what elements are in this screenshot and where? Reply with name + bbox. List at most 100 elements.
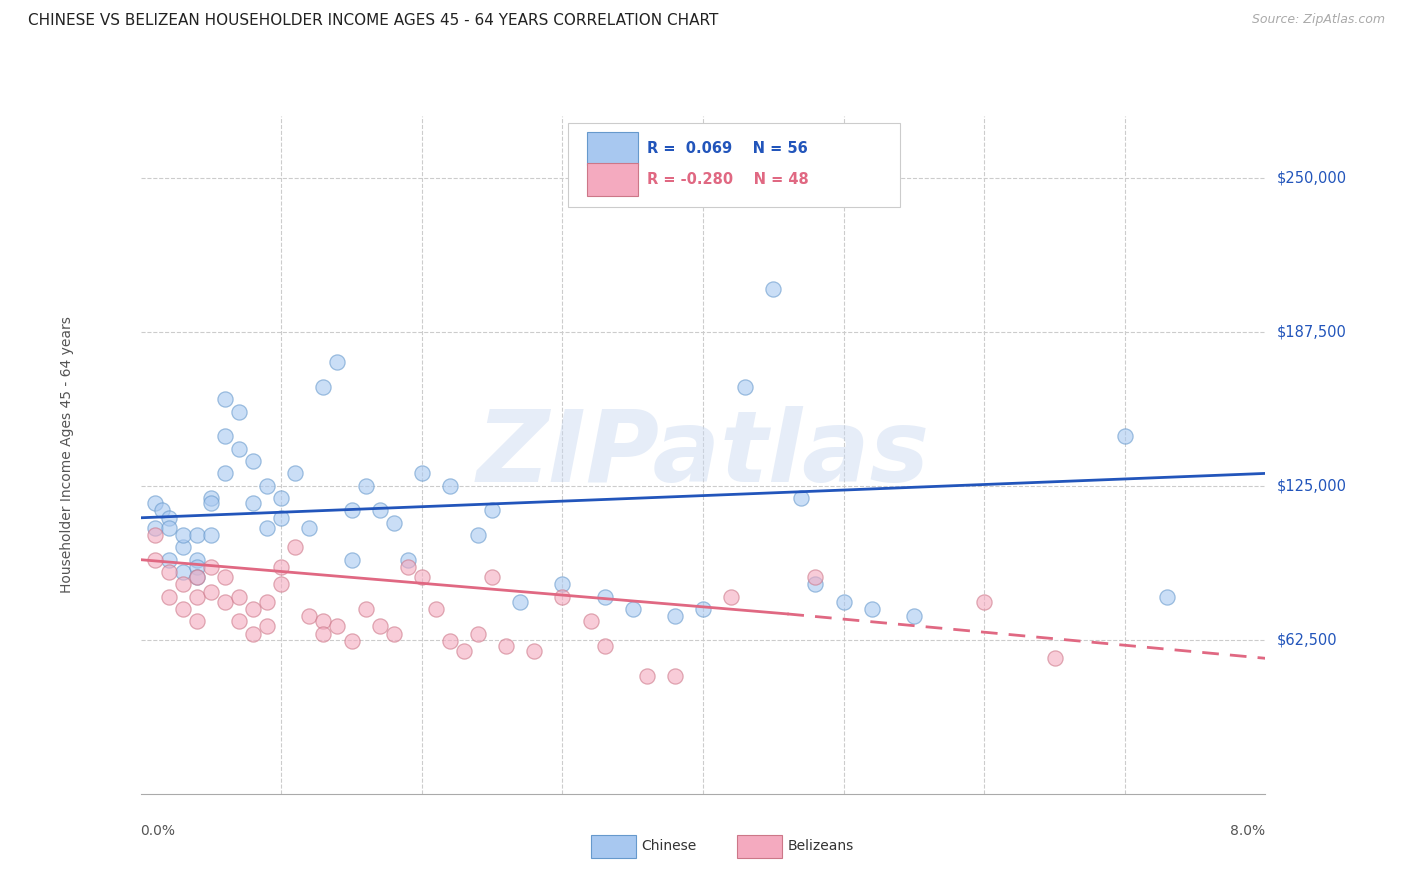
Point (636, 668, 658, 682)
Point (523, 644, 546, 658)
Point (579, 615, 602, 629)
Point (228, 590, 250, 604)
Point (804, 577, 827, 591)
Point (256, 594, 278, 608)
Point (551, 590, 574, 604)
Point (1043, 651, 1066, 665)
Point (762, 281, 785, 295)
Point (354, 479, 377, 493)
Point (256, 521, 278, 535)
Point (157, 521, 180, 535)
Point (396, 552, 419, 566)
Point (382, 626, 405, 640)
Point (593, 639, 616, 653)
Point (228, 442, 250, 456)
Point (186, 570, 208, 584)
Text: Householder Income Ages 45 - 64 years: Householder Income Ages 45 - 64 years (60, 317, 75, 593)
Point (186, 560, 208, 574)
Point (284, 467, 307, 481)
Bar (591, 835, 636, 858)
Point (228, 615, 250, 629)
Point (200, 491, 222, 505)
Point (790, 491, 813, 505)
Point (284, 541, 307, 555)
Point (200, 584, 222, 599)
Point (1156, 590, 1178, 604)
Point (298, 521, 321, 535)
Point (214, 429, 236, 443)
Point (256, 479, 278, 493)
Point (242, 496, 264, 510)
Bar (737, 835, 782, 858)
Text: $187,500: $187,500 (1277, 324, 1347, 339)
Point (214, 392, 236, 407)
FancyBboxPatch shape (568, 123, 900, 208)
Point (186, 570, 208, 584)
Point (509, 594, 531, 608)
Text: Chinese: Chinese (641, 839, 696, 854)
Point (326, 355, 349, 369)
Text: CHINESE VS BELIZEAN HOUSEHOLDER INCOME AGES 45 - 64 YEARS CORRELATION CHART: CHINESE VS BELIZEAN HOUSEHOLDER INCOME A… (28, 13, 718, 29)
Point (1114, 429, 1136, 443)
Point (481, 570, 503, 584)
Text: $125,000: $125,000 (1277, 478, 1347, 493)
Point (326, 619, 349, 633)
Point (172, 602, 194, 616)
Point (150, 503, 173, 517)
Point (692, 602, 714, 616)
Point (256, 619, 278, 633)
Point (143, 552, 166, 566)
Point (720, 590, 742, 604)
Point (200, 560, 222, 574)
Point (186, 528, 208, 542)
Point (467, 626, 489, 640)
Point (411, 467, 433, 481)
Point (172, 565, 194, 579)
Point (214, 570, 236, 584)
Point (143, 528, 166, 542)
Text: 8.0%: 8.0% (1230, 824, 1265, 838)
Point (396, 560, 419, 574)
Text: ZIPatlas: ZIPatlas (477, 407, 929, 503)
Point (172, 528, 194, 542)
Point (200, 496, 222, 510)
Point (214, 594, 236, 608)
Point (172, 541, 194, 555)
Point (481, 503, 503, 517)
Bar (588, 163, 638, 196)
Text: $62,500: $62,500 (1277, 632, 1337, 648)
Point (903, 609, 925, 624)
Point (157, 552, 180, 566)
Point (411, 570, 433, 584)
Point (157, 590, 180, 604)
Point (242, 626, 264, 640)
Text: R = -0.280    N = 48: R = -0.280 N = 48 (647, 172, 808, 187)
Point (157, 510, 180, 524)
Point (382, 516, 405, 530)
Point (143, 496, 166, 510)
Point (312, 380, 335, 394)
Point (467, 528, 489, 542)
Point (340, 552, 363, 566)
Text: R =  0.069    N = 56: R = 0.069 N = 56 (647, 141, 807, 156)
Point (200, 528, 222, 542)
Point (354, 602, 377, 616)
Point (298, 609, 321, 624)
Point (242, 454, 264, 468)
Point (664, 609, 686, 624)
Point (172, 577, 194, 591)
Point (186, 615, 208, 629)
Point (270, 510, 292, 524)
Text: Source: ZipAtlas.com: Source: ZipAtlas.com (1251, 13, 1385, 27)
Point (425, 602, 447, 616)
Point (551, 577, 574, 591)
Point (340, 634, 363, 648)
Point (242, 602, 264, 616)
Point (804, 570, 827, 584)
Point (368, 619, 391, 633)
Point (860, 602, 883, 616)
Point (312, 626, 335, 640)
Point (270, 560, 292, 574)
Point (186, 552, 208, 566)
Point (439, 479, 461, 493)
